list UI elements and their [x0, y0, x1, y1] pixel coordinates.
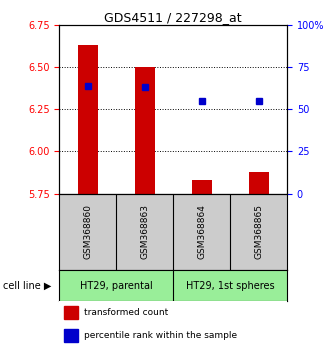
Text: HT29, 1st spheres: HT29, 1st spheres — [186, 281, 275, 291]
Bar — [64, 330, 78, 342]
Text: GSM368863: GSM368863 — [140, 204, 149, 259]
Title: GDS4511 / 227298_at: GDS4511 / 227298_at — [104, 11, 242, 24]
Bar — [135, 67, 155, 194]
Bar — [64, 307, 78, 319]
Text: GSM368864: GSM368864 — [197, 204, 206, 259]
Bar — [192, 180, 212, 194]
Text: cell line ▶: cell line ▶ — [3, 281, 52, 291]
Text: transformed count: transformed count — [84, 308, 169, 317]
Text: percentile rank within the sample: percentile rank within the sample — [84, 331, 238, 340]
Text: GSM368860: GSM368860 — [83, 204, 92, 259]
Text: HT29, parental: HT29, parental — [80, 281, 153, 291]
Text: GSM368865: GSM368865 — [254, 204, 263, 259]
Bar — [78, 45, 98, 194]
Bar — [249, 172, 269, 194]
